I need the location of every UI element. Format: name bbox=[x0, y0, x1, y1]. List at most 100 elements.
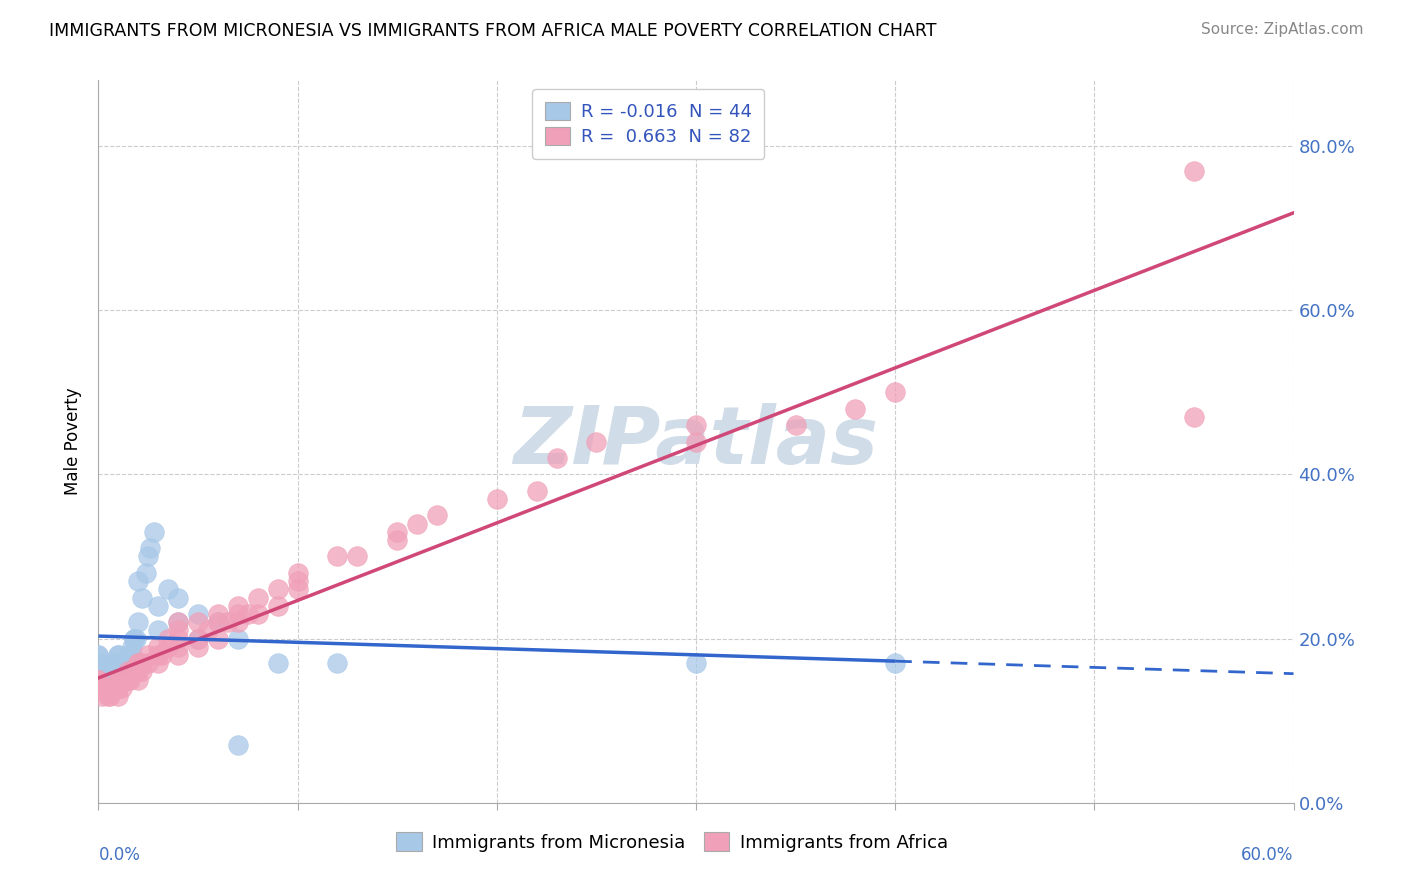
Point bbox=[87, 673, 110, 687]
Point bbox=[103, 657, 125, 671]
Point bbox=[127, 657, 149, 671]
Point bbox=[87, 681, 110, 695]
Point bbox=[131, 657, 153, 671]
Point bbox=[485, 491, 508, 506]
Point bbox=[226, 607, 249, 621]
Legend: Immigrants from Micronesia, Immigrants from Africa: Immigrants from Micronesia, Immigrants f… bbox=[389, 825, 955, 859]
Point bbox=[97, 681, 120, 695]
Point bbox=[127, 665, 149, 679]
Point bbox=[226, 615, 249, 630]
Point bbox=[167, 632, 190, 646]
Point bbox=[246, 591, 269, 605]
Point bbox=[287, 582, 309, 597]
Point bbox=[136, 549, 159, 564]
Point bbox=[150, 648, 173, 662]
Point bbox=[96, 681, 118, 695]
Point bbox=[207, 632, 229, 646]
Point bbox=[103, 681, 125, 695]
Point bbox=[107, 673, 129, 687]
Point bbox=[91, 689, 114, 703]
Point bbox=[187, 640, 209, 654]
Point bbox=[121, 665, 143, 679]
Text: IMMIGRANTS FROM MICRONESIA VS IMMIGRANTS FROM AFRICA MALE POVERTY CORRELATION CH: IMMIGRANTS FROM MICRONESIA VS IMMIGRANTS… bbox=[49, 22, 936, 40]
Point bbox=[127, 615, 149, 630]
Point bbox=[111, 657, 134, 671]
Point bbox=[187, 632, 209, 646]
Point bbox=[101, 657, 124, 671]
Point bbox=[236, 607, 259, 621]
Point bbox=[267, 582, 290, 597]
Point bbox=[124, 632, 146, 646]
Point bbox=[117, 657, 139, 671]
Point bbox=[226, 599, 249, 613]
Point bbox=[207, 607, 229, 621]
Point bbox=[87, 681, 110, 695]
Point bbox=[226, 632, 249, 646]
Point bbox=[127, 574, 149, 588]
Point bbox=[139, 541, 162, 556]
Point bbox=[120, 673, 142, 687]
Point bbox=[267, 599, 290, 613]
Point bbox=[103, 657, 125, 671]
Point bbox=[112, 673, 135, 687]
Point bbox=[97, 689, 120, 703]
Point bbox=[148, 640, 170, 654]
Point bbox=[685, 418, 707, 433]
Point bbox=[157, 582, 180, 597]
Point bbox=[107, 689, 129, 703]
Point bbox=[385, 533, 409, 547]
Point bbox=[226, 739, 249, 753]
Point bbox=[197, 624, 219, 638]
Point bbox=[326, 549, 349, 564]
Point bbox=[117, 648, 139, 662]
Point bbox=[187, 615, 209, 630]
Point bbox=[207, 615, 229, 630]
Point bbox=[167, 640, 190, 654]
Point bbox=[107, 681, 129, 695]
Point bbox=[685, 434, 707, 449]
Point bbox=[111, 673, 134, 687]
Point bbox=[93, 681, 115, 695]
Point bbox=[98, 689, 122, 703]
Point bbox=[585, 434, 607, 449]
Point bbox=[117, 673, 139, 687]
Point bbox=[167, 615, 190, 630]
Point bbox=[131, 665, 153, 679]
Point bbox=[101, 657, 124, 671]
Point bbox=[97, 665, 120, 679]
Point bbox=[135, 566, 157, 580]
Point bbox=[246, 607, 269, 621]
Point bbox=[167, 615, 190, 630]
Point bbox=[167, 591, 190, 605]
Point bbox=[148, 657, 170, 671]
Point bbox=[115, 673, 138, 687]
Point bbox=[87, 657, 110, 671]
Point bbox=[346, 549, 368, 564]
Point bbox=[148, 648, 170, 662]
Text: ZIPatlas: ZIPatlas bbox=[513, 402, 879, 481]
Point bbox=[187, 632, 209, 646]
Point bbox=[426, 508, 449, 523]
Point bbox=[127, 673, 149, 687]
Point bbox=[148, 599, 170, 613]
Text: 0.0%: 0.0% bbox=[98, 847, 141, 864]
Point bbox=[685, 657, 707, 671]
Text: Source: ZipAtlas.com: Source: ZipAtlas.com bbox=[1201, 22, 1364, 37]
Point bbox=[884, 657, 907, 671]
Point bbox=[785, 418, 807, 433]
Y-axis label: Male Poverty: Male Poverty bbox=[65, 388, 83, 495]
Point bbox=[101, 681, 124, 695]
Point bbox=[87, 648, 110, 662]
Point bbox=[187, 607, 209, 621]
Point bbox=[157, 632, 180, 646]
Point bbox=[97, 665, 120, 679]
Point bbox=[385, 524, 409, 539]
Point bbox=[107, 657, 129, 671]
Point bbox=[167, 648, 190, 662]
Point bbox=[546, 450, 568, 465]
Point bbox=[121, 648, 143, 662]
Point bbox=[87, 648, 110, 662]
Point bbox=[107, 657, 129, 671]
Point bbox=[111, 681, 134, 695]
Point bbox=[526, 483, 548, 498]
